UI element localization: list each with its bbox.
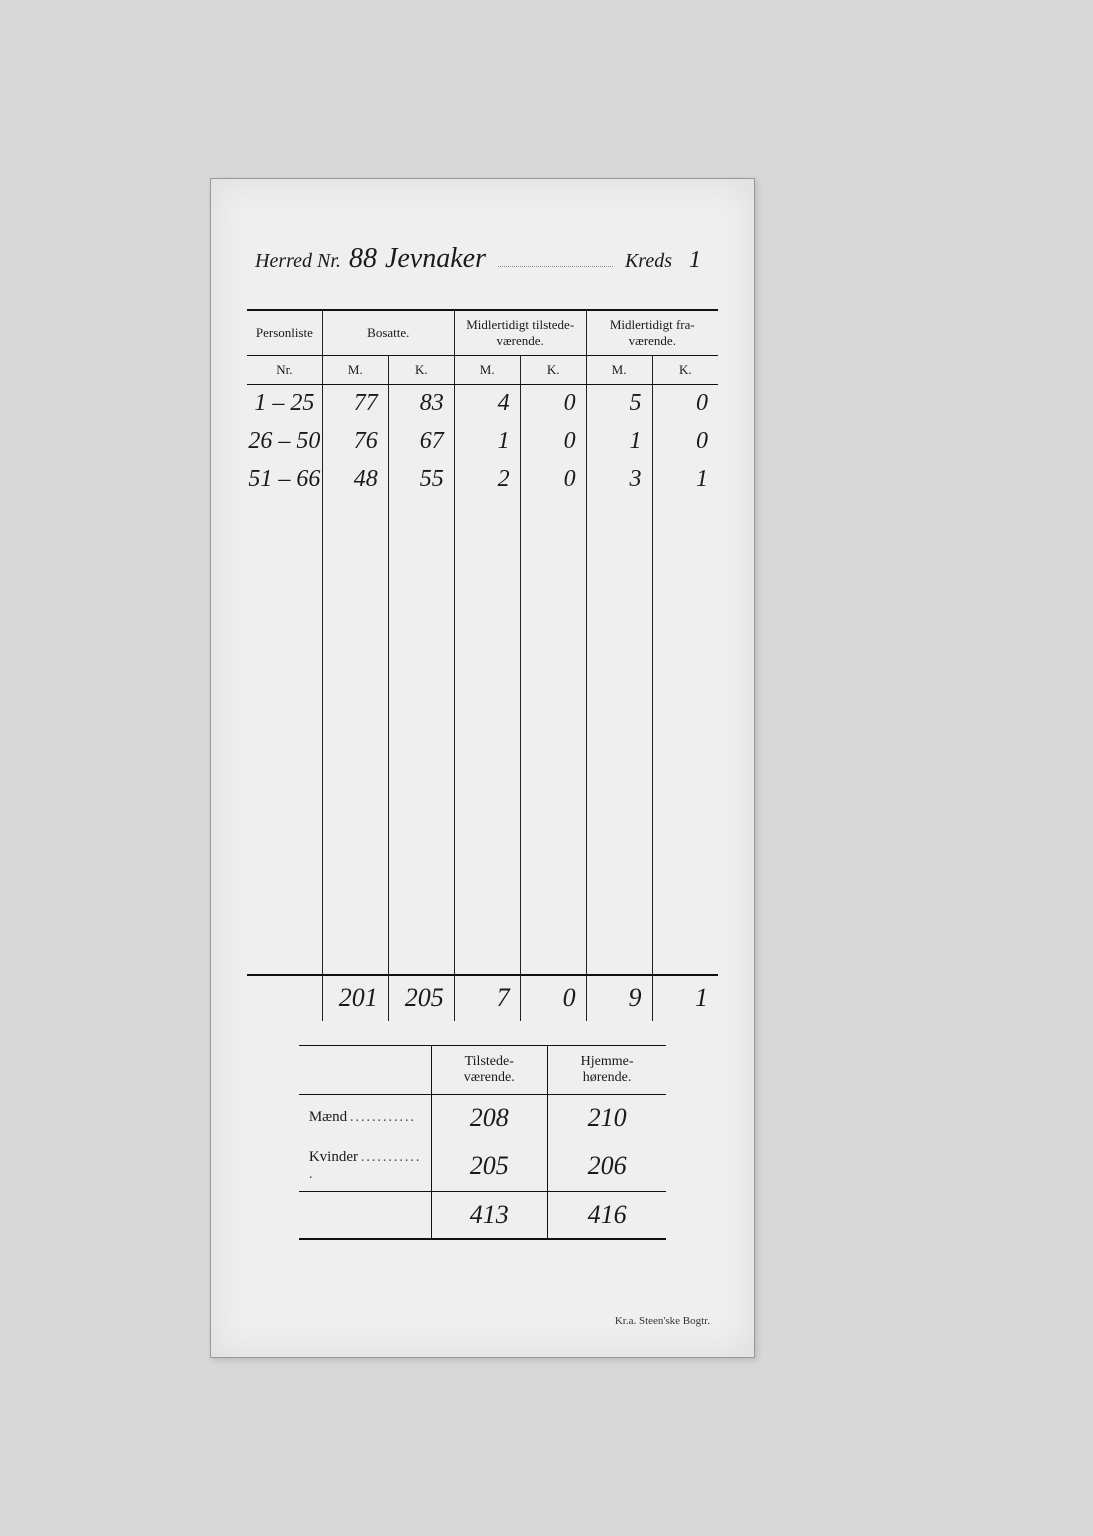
table-row-blank	[247, 839, 718, 873]
table-row-blank	[247, 601, 718, 635]
col-nr: Nr.	[247, 356, 322, 385]
summary-body: Mænd208210Kvinder205206	[299, 1094, 666, 1191]
summary-total-hjemme: 416	[547, 1191, 666, 1239]
col-til-k: K.	[520, 356, 586, 385]
col-fra-m: M.	[586, 356, 652, 385]
cell-fra-m: 3	[586, 461, 652, 499]
summary-hjemme: 206	[547, 1141, 666, 1192]
herred-name: Jevnaker	[385, 243, 486, 275]
herred-number: 88	[349, 243, 377, 275]
cell-bos-m: 48	[322, 461, 388, 499]
cell-bos-k: 83	[388, 385, 454, 423]
cell-fra-m: 5	[586, 385, 652, 423]
total-bos-m: 201	[322, 975, 388, 1021]
summary-total-tilstede: 413	[431, 1191, 547, 1239]
summary-col-hjemme: Hjemme- hørende.	[547, 1045, 666, 1094]
cell-fra-k: 1	[652, 461, 718, 499]
summary-totals-row: 413 416	[299, 1191, 666, 1239]
table-row-blank	[247, 567, 718, 601]
summary-table: Tilstede- værende. Hjemme- hørende. Mænd…	[299, 1045, 666, 1240]
cell-til-m: 1	[454, 423, 520, 461]
total-til-k: 0	[520, 975, 586, 1021]
summary-col-tilstede: Tilstede- værende.	[431, 1045, 547, 1094]
table-row-blank	[247, 805, 718, 839]
cell-nr: 1 – 25	[247, 385, 322, 423]
cell-til-k: 0	[520, 385, 586, 423]
summary-blank-header	[299, 1045, 431, 1094]
summary-row-label: Kvinder	[299, 1141, 431, 1192]
kreds-label: Kreds	[625, 250, 672, 273]
total-bos-k: 205	[388, 975, 454, 1021]
table-row-blank	[247, 873, 718, 907]
main-table-totals-row: 201 205 7 0 9 1	[247, 975, 718, 1021]
colgroup-bosatte: Bosatte.	[322, 310, 454, 356]
herred-label: Herred Nr.	[255, 250, 341, 273]
total-til-m: 7	[454, 975, 520, 1021]
total-fra-m: 9	[586, 975, 652, 1021]
cell-bos-k: 67	[388, 423, 454, 461]
census-form-page: Herred Nr. 88 Jevnaker Kreds 1 Personlis…	[210, 178, 755, 1358]
col-bos-k: K.	[388, 356, 454, 385]
cell-fra-k: 0	[652, 385, 718, 423]
summary-hjemme: 210	[547, 1094, 666, 1141]
table-row-blank	[247, 499, 718, 533]
cell-til-m: 4	[454, 385, 520, 423]
cell-nr: 51 – 66	[247, 461, 322, 499]
summary-row: Mænd208210	[299, 1094, 666, 1141]
totals-blank	[247, 975, 322, 1021]
table-row-blank	[247, 533, 718, 567]
kreds-number: 1	[680, 247, 710, 274]
table-row-blank	[247, 737, 718, 771]
summary-tilstede: 208	[431, 1094, 547, 1141]
colgroup-personliste: Personliste	[247, 310, 322, 356]
cell-fra-k: 0	[652, 423, 718, 461]
summary-row-label: Mænd	[299, 1094, 431, 1141]
cell-bos-k: 55	[388, 461, 454, 499]
table-row: 51 – 6648552031	[247, 461, 718, 499]
main-census-table: Personliste Bosatte. Midlertidigt tilste…	[247, 309, 718, 1021]
cell-til-k: 0	[520, 461, 586, 499]
form-header: Herred Nr. 88 Jevnaker Kreds 1	[247, 243, 718, 285]
printer-imprint: Kr.a. Steen'ske Bogtr.	[615, 1315, 710, 1327]
cell-bos-m: 76	[322, 423, 388, 461]
dotline	[498, 266, 613, 267]
table-row-blank	[247, 669, 718, 703]
table-row-blank	[247, 771, 718, 805]
col-til-m: M.	[454, 356, 520, 385]
col-fra-k: K.	[652, 356, 718, 385]
colgroup-tilstede: Midlertidigt tilstede- værende.	[454, 310, 586, 356]
cell-til-k: 0	[520, 423, 586, 461]
cell-fra-m: 1	[586, 423, 652, 461]
table-row: 1 – 2577834050	[247, 385, 718, 423]
table-row: 26 – 5076671010	[247, 423, 718, 461]
colgroup-fravaerende: Midlertidigt fra- værende.	[586, 310, 718, 356]
table-row-blank	[247, 941, 718, 975]
total-fra-k: 1	[652, 975, 718, 1021]
summary-total-blank	[299, 1191, 431, 1239]
table-row-blank	[247, 635, 718, 669]
summary-tilstede: 205	[431, 1141, 547, 1192]
cell-til-m: 2	[454, 461, 520, 499]
cell-bos-m: 77	[322, 385, 388, 423]
col-bos-m: M.	[322, 356, 388, 385]
main-table-body: 1 – 257783405026 – 507667101051 – 664855…	[247, 385, 718, 975]
table-row-blank	[247, 703, 718, 737]
table-row-blank	[247, 907, 718, 941]
summary-row: Kvinder205206	[299, 1141, 666, 1192]
cell-nr: 26 – 50	[247, 423, 322, 461]
